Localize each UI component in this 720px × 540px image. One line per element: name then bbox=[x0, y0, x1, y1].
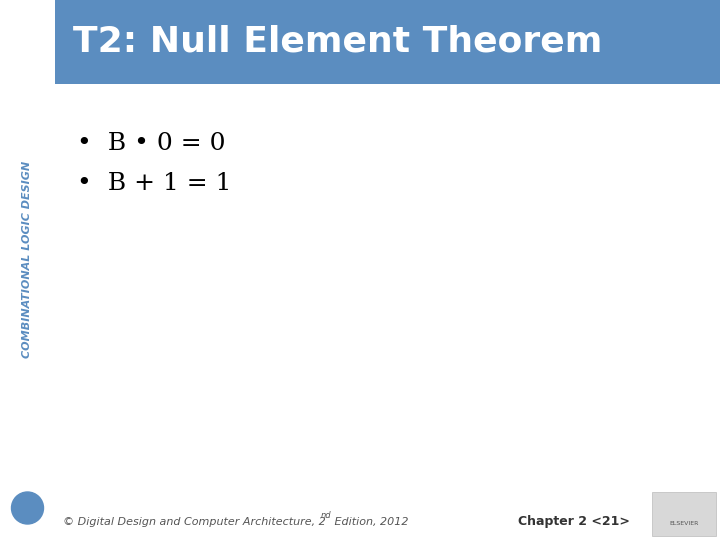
Text: Edition, 2012: Edition, 2012 bbox=[331, 517, 408, 527]
Text: T2: Null Element Theorem: T2: Null Element Theorem bbox=[73, 25, 603, 59]
Text: Chapter 2 <21>: Chapter 2 <21> bbox=[518, 516, 630, 529]
Text: •  B • 0 = 0: • B • 0 = 0 bbox=[77, 132, 225, 155]
Text: COMBINATIONAL LOGIC DESIGN: COMBINATIONAL LOGIC DESIGN bbox=[22, 160, 32, 358]
Text: ELSEVIER: ELSEVIER bbox=[670, 521, 698, 526]
Text: © Digital Design and Computer Architecture, 2: © Digital Design and Computer Architectu… bbox=[63, 517, 325, 527]
Text: nd: nd bbox=[321, 511, 332, 521]
Circle shape bbox=[12, 492, 43, 524]
Text: •  B + 1 = 1: • B + 1 = 1 bbox=[77, 172, 231, 195]
Bar bbox=[55, 0, 720, 84]
Bar bbox=[652, 492, 716, 536]
